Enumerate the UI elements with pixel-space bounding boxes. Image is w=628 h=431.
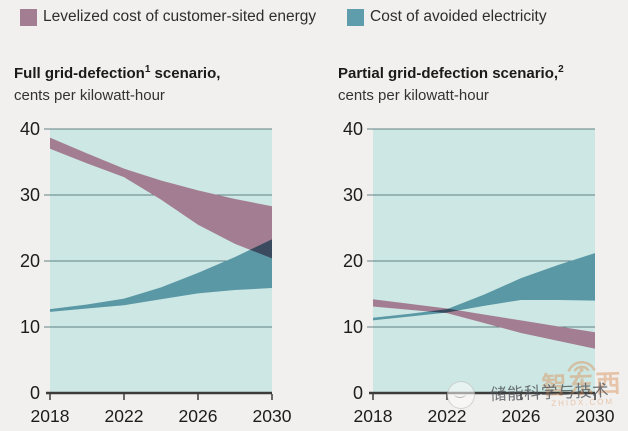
legend-label: Levelized cost of customer-sited energy: [43, 8, 317, 25]
x-tick-label: 2022: [428, 406, 467, 426]
y-tick-label: 0: [353, 383, 363, 403]
x-tick-label: 2018: [31, 406, 70, 426]
chart-subtitle: cents per kilowatt-hour: [14, 87, 165, 104]
legend-item-avoided-electricity: Cost of avoided electricity: [347, 8, 547, 26]
watermark-zhidx-logo: 智东西 ZHIDX.COM: [533, 356, 628, 409]
chart-subtitle: cents per kilowatt-hour: [338, 87, 489, 104]
chart-title-full-defection: Full grid-defection1 scenario, cents per…: [14, 59, 324, 107]
x-tick-label: 2022: [105, 406, 144, 426]
title-text: Partial grid-defection scenario,: [338, 65, 559, 82]
wifi-arc-icon: [567, 360, 596, 373]
y-tick-label: 10: [343, 317, 363, 337]
y-tick-label: 0: [30, 383, 40, 403]
title-superscript: 1: [144, 64, 151, 75]
legend-item-levelized-cost: Levelized cost of customer-sited energy: [20, 8, 316, 26]
chart-title-line: Full grid-defection1 scenario,: [14, 59, 324, 85]
y-tick-label: 10: [20, 317, 40, 337]
legend-swatch-teal: [347, 8, 364, 26]
chart-title-partial-defection: Partial grid-defection scenario,2 cents …: [338, 59, 628, 107]
y-tick-label: 20: [343, 251, 363, 271]
x-tick-label: 2026: [502, 406, 541, 426]
y-tick-label: 30: [343, 185, 363, 205]
legend: Levelized cost of customer-sited energy …: [20, 8, 620, 28]
title-text-tail: scenario,: [150, 65, 221, 82]
y-tick-label: 30: [20, 185, 40, 205]
chart-title-line: Partial grid-defection scenario,2: [338, 59, 628, 85]
y-tick-label: 20: [20, 251, 40, 271]
title-superscript: 2: [558, 64, 564, 75]
x-tick-label: 2030: [253, 406, 292, 426]
y-tick-label: 40: [20, 119, 40, 139]
x-tick-label: 2026: [179, 406, 218, 426]
watermark-account-badge-icon: [447, 381, 475, 409]
y-tick-label: 40: [343, 119, 363, 139]
watermark-account-name: 储能科学与技术: [489, 381, 610, 405]
x-tick-label: 2018: [354, 406, 393, 426]
x-tick-label: 2030: [576, 406, 615, 426]
legend-label: Cost of avoided electricity: [370, 8, 547, 25]
legend-swatch-mauve: [20, 8, 37, 26]
title-text: Full grid-defection: [14, 65, 145, 82]
